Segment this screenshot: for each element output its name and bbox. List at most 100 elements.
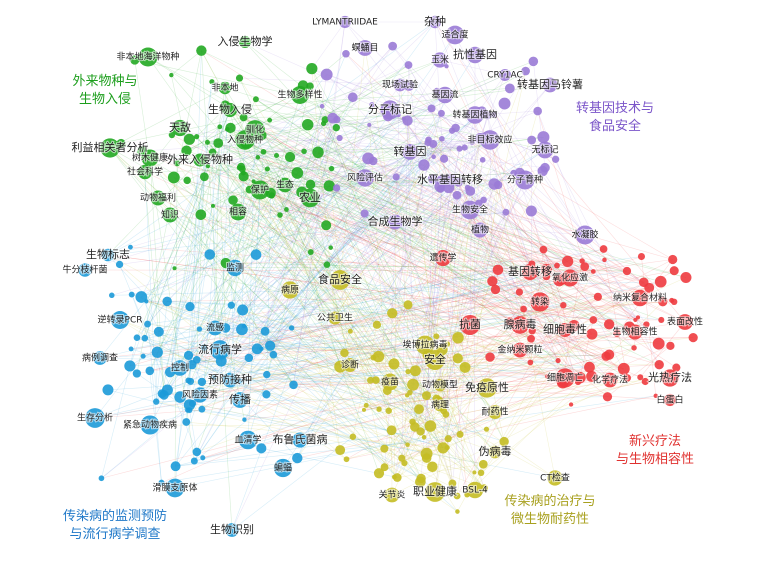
- edge: [207, 142, 586, 236]
- edge: [241, 97, 354, 330]
- node: [437, 109, 445, 117]
- node: [380, 100, 400, 120]
- edge: [269, 177, 366, 346]
- edge: [156, 396, 608, 402]
- edge: [339, 47, 366, 281]
- node: [188, 399, 197, 408]
- edge: [212, 152, 485, 489]
- node: [220, 323, 231, 333]
- node: [320, 120, 327, 127]
- edge: [293, 384, 389, 412]
- edge: [107, 214, 281, 256]
- edge: [213, 149, 546, 378]
- node: [487, 276, 498, 287]
- node: [485, 352, 495, 362]
- node: [183, 176, 191, 185]
- node-label: 遗传学: [429, 252, 456, 264]
- edge: [389, 84, 401, 383]
- edge: [426, 381, 579, 459]
- node: [193, 153, 207, 167]
- node-label: 螟蛹目: [351, 42, 378, 54]
- edge: [187, 180, 636, 321]
- node: [226, 259, 244, 277]
- edge: [188, 355, 203, 383]
- edge: [200, 214, 428, 356]
- node: [200, 455, 206, 461]
- node: [658, 297, 668, 307]
- edge: [478, 203, 594, 272]
- edge: [257, 157, 594, 272]
- edge: [196, 359, 420, 410]
- node: [210, 203, 215, 208]
- edge: [423, 127, 456, 166]
- node: [527, 359, 534, 366]
- node: [186, 407, 193, 413]
- node: [140, 415, 160, 435]
- node: [654, 360, 664, 370]
- node-label: 病例调查: [82, 352, 118, 364]
- edge: [401, 382, 563, 459]
- node: [196, 326, 203, 332]
- node: [584, 361, 595, 373]
- edge: [263, 151, 380, 474]
- edge: [593, 317, 639, 321]
- edge: [403, 118, 520, 293]
- node: [244, 353, 254, 363]
- node-label: 生物相容性: [612, 326, 657, 338]
- edge: [264, 138, 443, 332]
- node: [85, 408, 105, 428]
- node: [239, 113, 248, 122]
- node-label: LYMANTRIIDAE: [312, 18, 378, 28]
- edge: [170, 336, 437, 373]
- node: [277, 177, 293, 193]
- edge: [394, 148, 460, 478]
- edge: [199, 186, 255, 396]
- node: [151, 346, 163, 358]
- node: [130, 55, 140, 65]
- edge: [266, 127, 337, 375]
- node-label: 氧化应激: [552, 272, 588, 284]
- edge: [307, 124, 453, 131]
- node: [335, 445, 346, 456]
- edge: [231, 436, 354, 531]
- edge: [171, 134, 448, 448]
- edge: [225, 262, 607, 357]
- node: [115, 260, 124, 269]
- node-label: 分子标记: [368, 102, 412, 116]
- node-label: 监测: [226, 262, 244, 274]
- node-label: 风险评估: [347, 172, 383, 184]
- edge: [301, 192, 341, 451]
- node: [209, 79, 215, 85]
- edge: [309, 197, 660, 365]
- edge: [167, 345, 271, 391]
- node-label: 化学疗法: [592, 374, 628, 386]
- edge: [509, 270, 628, 322]
- node: [340, 348, 349, 358]
- edge: [446, 195, 458, 448]
- node: [312, 146, 324, 159]
- edge: [261, 221, 396, 350]
- edge: [204, 119, 338, 178]
- node-label: 白蛋白: [656, 394, 683, 406]
- edge: [225, 142, 429, 329]
- node: [428, 15, 442, 29]
- edge: [242, 221, 396, 311]
- edge: [412, 377, 671, 423]
- node: [415, 335, 435, 355]
- node: [385, 407, 392, 414]
- node: [602, 392, 613, 402]
- edge: [225, 88, 510, 108]
- edge: [271, 94, 301, 196]
- edge: [418, 179, 526, 410]
- edge: [257, 344, 426, 350]
- edge: [189, 87, 226, 307]
- edge: [142, 150, 641, 378]
- edge: [391, 408, 420, 431]
- edge: [147, 45, 393, 325]
- edge: [199, 159, 471, 192]
- node: [238, 35, 252, 49]
- node: [153, 398, 160, 405]
- edge: [261, 135, 636, 333]
- node: [633, 317, 638, 323]
- edge: [219, 126, 628, 379]
